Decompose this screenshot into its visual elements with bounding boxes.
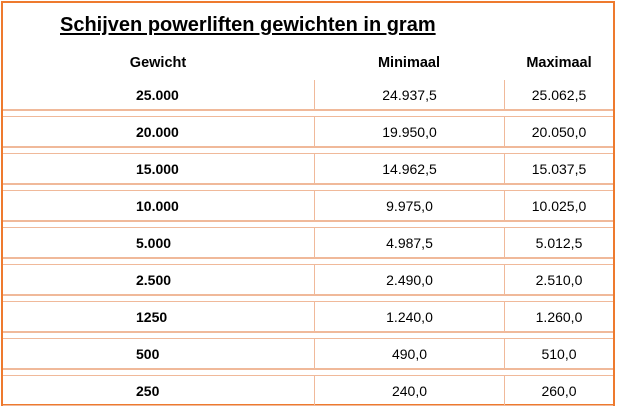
minimaal-cell: 14.962,5 (314, 154, 504, 184)
maximaal-cell: 2.510,0 (504, 265, 613, 295)
table-cell: 15.037,5 (504, 147, 613, 184)
table-row: 10.000 9.975,0 10.025,0 (3, 184, 613, 221)
minimaal-cell: 9.975,0 (314, 191, 504, 221)
gewicht-cell: 500 (3, 339, 314, 369)
gewicht-cell: 250 (3, 376, 314, 406)
minimaal-cell: 490,0 (314, 339, 504, 369)
minimaal-cell: 240,0 (314, 376, 504, 406)
row-divider (3, 369, 314, 376)
maximaal-cell: 25.062,5 (504, 80, 613, 110)
row-divider (504, 369, 613, 376)
row-divider (3, 147, 314, 154)
row-divider (314, 369, 504, 376)
table-cell: 250 (3, 369, 314, 406)
column-header-gewicht: Gewicht (129, 55, 187, 71)
maximaal-cell: 510,0 (504, 339, 613, 369)
gewicht-cell: 5.000 (3, 228, 314, 258)
maximaal-cell: 20.050,0 (504, 117, 613, 147)
table-cell: 2.500 (3, 258, 314, 295)
minimaal-cell: 1.240,0 (314, 302, 504, 332)
row-divider (314, 110, 504, 117)
gewicht-cell: 1250 (3, 302, 314, 332)
row-divider (3, 221, 314, 228)
row-divider (504, 221, 613, 228)
row-divider (314, 332, 504, 339)
row-divider (314, 258, 504, 265)
table-cell: 2.510,0 (504, 258, 613, 295)
table-cell: 4.987,5 (314, 221, 504, 258)
row-divider (3, 184, 314, 191)
row-divider (314, 184, 504, 191)
column-header-minimaal: Minimaal (377, 55, 441, 71)
table-cell: 14.962,5 (314, 147, 504, 184)
table-cell: 510,0 (504, 332, 613, 369)
minimaal-cell: 19.950,0 (314, 117, 504, 147)
maximaal-cell: 260,0 (504, 376, 613, 406)
gewicht-cell: 15.000 (3, 154, 314, 184)
row-divider (504, 332, 613, 339)
row-divider (3, 332, 314, 339)
table-row: 500 490,0 510,0 (3, 332, 613, 369)
minimaal-cell: 4.987,5 (314, 228, 504, 258)
row-divider (3, 110, 314, 117)
table-cell: 25.000 (3, 80, 314, 110)
table-cell: 15.000 (3, 147, 314, 184)
table-row: 250 240,0 260,0 (3, 369, 613, 406)
gewicht-cell: 10.000 (3, 191, 314, 221)
minimaal-cell: 24.937,5 (314, 80, 504, 110)
maximaal-cell: 15.037,5 (504, 154, 613, 184)
row-divider (504, 110, 613, 117)
table-cell: 5.012,5 (504, 221, 613, 258)
row-divider (504, 147, 613, 154)
table-cell: 1.240,0 (314, 295, 504, 332)
table-cell: 25.062,5 (504, 80, 613, 110)
table-cell: 260,0 (504, 369, 613, 406)
row-divider (314, 221, 504, 228)
row-divider (314, 295, 504, 302)
maximaal-cell: 5.012,5 (504, 228, 613, 258)
maximaal-cell: 10.025,0 (504, 191, 613, 221)
table-cell: 20.000 (3, 110, 314, 147)
table-row: 25.000 24.937,5 25.062,5 (3, 80, 613, 110)
table-row: 2.500 2.490,0 2.510,0 (3, 258, 613, 295)
table-cell: 1250 (3, 295, 314, 332)
page-title: Schijven powerliften gewichten in gram (60, 14, 436, 36)
table-cell: 500 (3, 332, 314, 369)
table-cell: 1.260,0 (504, 295, 613, 332)
row-divider (3, 295, 314, 302)
row-divider (504, 295, 613, 302)
table-cell: 5.000 (3, 221, 314, 258)
table-row: 15.000 14.962,5 15.037,5 (3, 147, 613, 184)
weights-table: 25.000 24.937,5 25.062,5 20.000 19.950,0 20.0… (3, 80, 613, 406)
table-cell: 240,0 (314, 369, 504, 406)
table-row: 1250 1.240,0 1.260,0 (3, 295, 613, 332)
table-row: 5.000 4.987,5 5.012,5 (3, 221, 613, 258)
column-header-maximaal: Maximaal (526, 55, 592, 71)
row-divider (504, 258, 613, 265)
table-row: 20.000 19.950,0 20.050,0 (3, 110, 613, 147)
table-cell: 24.937,5 (314, 80, 504, 110)
table-cell: 19.950,0 (314, 110, 504, 147)
gewicht-cell: 25.000 (3, 80, 314, 110)
table-cell: 10.000 (3, 184, 314, 221)
row-divider (3, 258, 314, 265)
row-divider (314, 147, 504, 154)
table-cell: 2.490,0 (314, 258, 504, 295)
row-divider (504, 184, 613, 191)
table-cell: 20.050,0 (504, 110, 613, 147)
maximaal-cell: 1.260,0 (504, 302, 613, 332)
table-cell: 490,0 (314, 332, 504, 369)
gewicht-cell: 20.000 (3, 117, 314, 147)
table-cell: 9.975,0 (314, 184, 504, 221)
minimaal-cell: 2.490,0 (314, 265, 504, 295)
table-cell: 10.025,0 (504, 184, 613, 221)
gewicht-cell: 2.500 (3, 265, 314, 295)
